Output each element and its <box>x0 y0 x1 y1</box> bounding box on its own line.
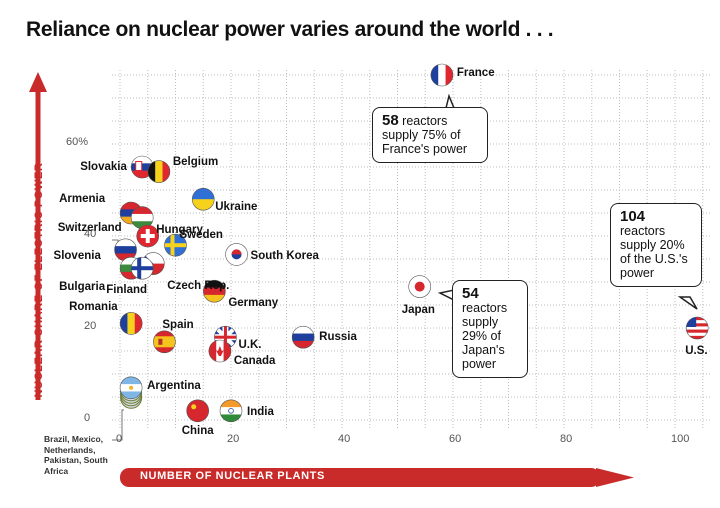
switzerland-flag <box>136 225 159 247</box>
slovakia-flag <box>131 156 154 179</box>
china-point <box>186 399 209 423</box>
japan-point <box>408 275 432 298</box>
point-label: Slovenia <box>53 249 101 262</box>
point-label: Argentina <box>147 379 201 392</box>
argentina-flag <box>120 376 143 400</box>
point-label: U.K. <box>238 339 262 352</box>
canada-point <box>208 339 232 363</box>
ukraine-flag <box>192 188 215 211</box>
sweden-point <box>164 233 187 257</box>
south-korea-flag <box>225 243 248 266</box>
us-point <box>685 316 709 340</box>
spain-point <box>153 330 176 354</box>
x-axis-arrow-bar <box>120 468 600 487</box>
x-tick-label: 60 <box>449 433 462 445</box>
belgium-point <box>147 160 171 183</box>
russia-flag <box>292 326 315 349</box>
sweden-flag <box>164 234 187 257</box>
y-axis-label: NUCLEAR SHARE OF ELECTRIC POWER <box>33 162 45 398</box>
argentina-point <box>119 376 143 409</box>
point-label: Russia <box>319 331 357 344</box>
japan-callout-number: 54 <box>462 285 479 302</box>
point-label: Romania <box>69 301 118 314</box>
japan-callout-text: reactors supply 29% of Japan's power <box>462 301 508 371</box>
canada-flag <box>208 340 232 362</box>
hungary-flag <box>131 206 154 229</box>
armenia-flag <box>120 202 143 225</box>
x-tick-label: 20 <box>227 433 240 445</box>
x-axis-label: NUMBER OF NUCLEAR PLANTS <box>140 470 325 482</box>
point-label: Canada <box>233 355 276 367</box>
small-group-label: Brazil, Mexico, Netherlands, Pakistan, S… <box>44 434 108 476</box>
point-label: Bulgaria <box>59 281 106 294</box>
point-label: Sweden <box>179 229 223 242</box>
france-callout-text: reactors supply 75% of France's power <box>382 114 468 156</box>
axes <box>29 72 698 487</box>
point-label: Armenia <box>59 193 106 205</box>
ukraine-point <box>191 187 215 211</box>
india-point <box>219 399 243 423</box>
slovenia-flag <box>114 238 137 262</box>
point-label: Germany <box>228 297 279 310</box>
finland-flag <box>131 257 154 280</box>
x-axis-arrow-head <box>596 468 634 487</box>
china-flag <box>186 399 209 422</box>
x-tick-label: 100 <box>671 433 690 445</box>
small-group-leader-line <box>112 409 124 441</box>
point-label: Slovakia <box>80 161 127 173</box>
y-tick-label: 0 <box>84 412 91 424</box>
spain-flag <box>153 330 176 354</box>
x-tick-label: 0 <box>116 433 123 445</box>
point-label: U.S. <box>685 345 708 357</box>
romania-flag <box>120 312 143 335</box>
point-label: India <box>247 405 274 418</box>
us-flag <box>686 317 709 340</box>
belgium-flag <box>147 160 171 183</box>
france-callout-number: 58 <box>382 112 399 129</box>
point-label: Belgium <box>172 155 219 168</box>
point-label: South Korea <box>250 250 319 263</box>
us-callout-text: reactors supply 20% of the U.S.'s power <box>620 224 688 280</box>
finland-point <box>130 256 154 280</box>
point-label: Ukraine <box>215 201 258 214</box>
south-korea-point <box>225 243 248 266</box>
japan-flag <box>408 275 431 298</box>
y-tick-label: 20 <box>84 320 97 332</box>
point-label: China <box>181 424 214 437</box>
point-label: Hungary <box>156 223 203 236</box>
point-label: Switzerland <box>57 222 122 234</box>
switzerland-point <box>136 224 160 248</box>
data-points <box>114 63 709 423</box>
germany-flag <box>203 280 226 303</box>
germany-point <box>203 279 226 303</box>
y-axis-label-wrap: NUCLEAR SHARE OF ELECTRIC POWER <box>28 160 50 400</box>
point-label: France <box>456 67 495 79</box>
france-flag <box>430 64 454 86</box>
india-flag <box>220 399 242 423</box>
y-axis-arrow-head <box>29 72 47 92</box>
x-tick-label: 80 <box>560 433 573 445</box>
us-callout-number: 104 <box>620 208 646 225</box>
point-label: Czech Rep. <box>167 279 230 292</box>
us-callout: 104 reactors supply 20% of the U.S.'s po… <box>610 203 702 287</box>
us-callout-tail <box>677 296 698 310</box>
y-tick-label: 60% <box>66 136 89 148</box>
y-tick-label: 40 <box>84 228 97 240</box>
point-label: Japan <box>401 303 435 316</box>
france-point <box>430 63 454 87</box>
russia-point <box>291 325 315 349</box>
romania-point <box>119 312 143 335</box>
japan-callout: 54 reactors supply 29% of Japan's power <box>452 280 528 378</box>
x-tick-label: 40 <box>338 433 351 445</box>
point-label: Spain <box>162 318 194 331</box>
france-callout: 58 reactors supply 75% of France's power <box>372 107 488 163</box>
point-label: Finland <box>106 284 148 297</box>
chart-title: Reliance on nuclear power varies around … <box>26 18 554 41</box>
